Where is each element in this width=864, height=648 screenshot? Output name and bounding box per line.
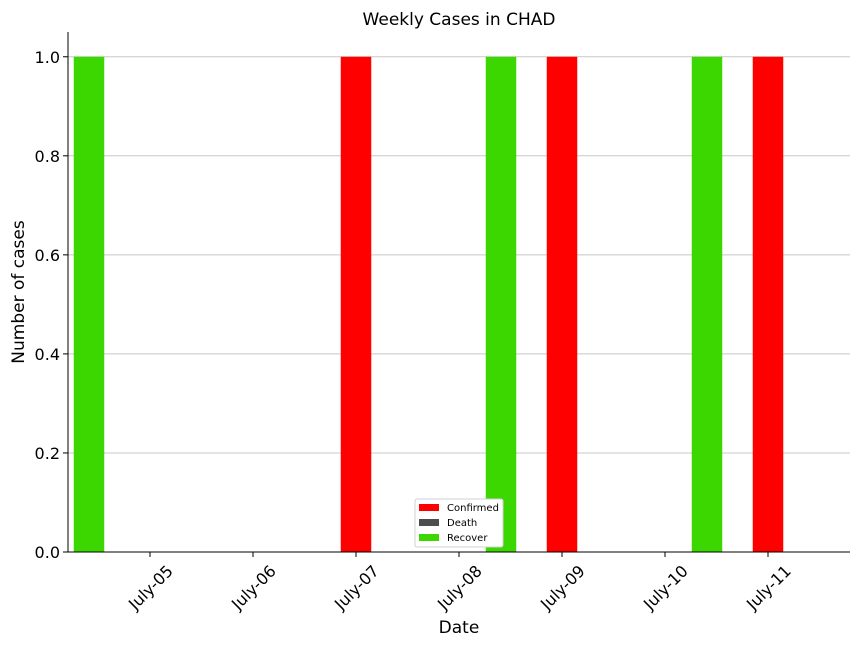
legend-label-confirmed: Confirmed: [447, 503, 499, 514]
y-tick-label: 0.4: [35, 345, 60, 364]
y-axis-label: Number of cases: [9, 220, 29, 364]
y-ticks: 0.0 0.2 0.4 0.6 0.8 1.0: [35, 48, 68, 562]
legend-label-death: Death: [447, 518, 477, 529]
y-tick-label: 0.8: [35, 147, 60, 166]
grid-lines: [68, 56, 850, 454]
bar-recover-july-05: [73, 56, 105, 553]
x-tick-label: July-07: [330, 561, 383, 614]
bar-recover-july-09: [485, 56, 517, 553]
legend-swatch-confirmed: [419, 504, 439, 511]
x-tick-label: July-08: [433, 561, 486, 614]
legend-swatch-death: [419, 519, 439, 526]
x-axis-label: Date: [439, 618, 480, 638]
x-tick-label: July-05: [124, 561, 177, 614]
x-tick-label: July-11: [742, 561, 795, 614]
y-tick-label: 1.0: [35, 48, 60, 67]
bar-confirmed-july-07: [340, 56, 372, 553]
x-tick-label: July-09: [536, 561, 589, 614]
x-tick-label: July-06: [227, 561, 280, 614]
bar-confirmed-july-09: [546, 56, 578, 553]
y-tick-label: 0.6: [35, 246, 60, 265]
legend-label-recover: Recover: [447, 533, 488, 544]
bar-recover-july-11: [691, 56, 723, 553]
bars: [73, 56, 784, 553]
y-tick-label: 0.0: [35, 543, 60, 562]
axes: [67, 32, 850, 553]
legend-swatch-recover: [419, 534, 439, 541]
chart-title: Weekly Cases in CHAD: [363, 10, 556, 30]
bar-confirmed-july-11: [752, 56, 784, 553]
x-ticks: July-05 July-06 July-07 July-08 July-09 July-…: [124, 552, 795, 614]
x-tick-label: July-10: [639, 561, 692, 614]
legend: Confirmed Death Recover: [414, 498, 504, 548]
y-tick-label: 0.2: [35, 444, 60, 463]
